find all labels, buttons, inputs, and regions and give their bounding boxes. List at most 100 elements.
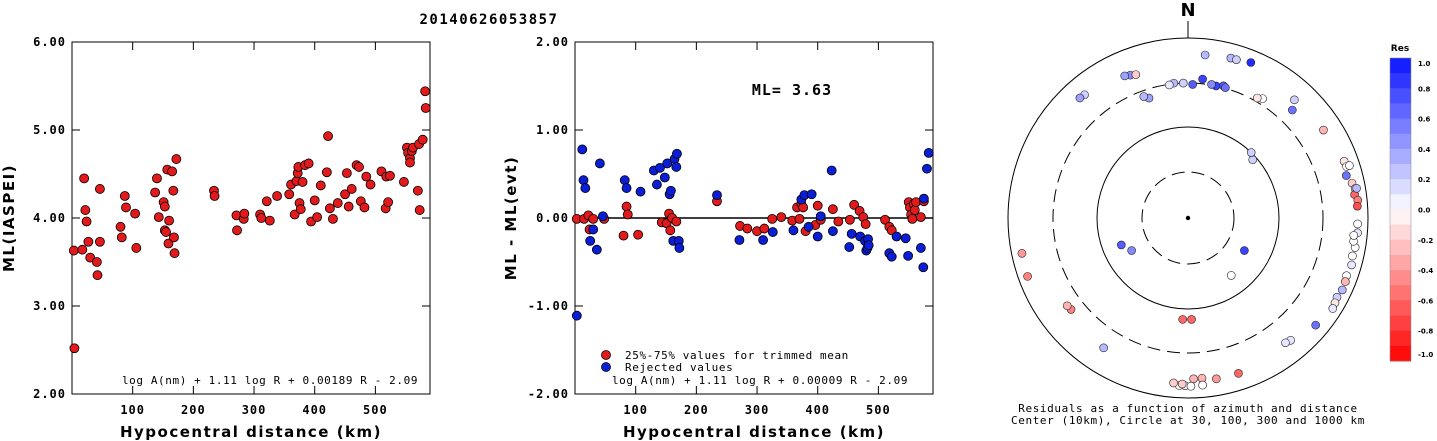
station-residual-point: [1252, 93, 1262, 103]
data-point: [798, 202, 809, 213]
rejected-point: [806, 189, 817, 200]
data-point: [671, 216, 682, 227]
data-point: [95, 236, 105, 247]
station-residual-point: [1246, 148, 1256, 157]
rejected-point: [580, 183, 591, 193]
colorbar-tick-label: 0.6: [1418, 116, 1431, 124]
data-point: [742, 223, 753, 234]
ring-1000km: [1007, 37, 1369, 399]
data-point: [849, 199, 860, 210]
station-residual-point: [1062, 301, 1072, 311]
data-point: [420, 103, 431, 113]
rejected-point: [594, 158, 605, 169]
y-tick-label: -1.00: [528, 299, 569, 313]
station-residual-point: [1311, 320, 1320, 330]
colorbar-cell: [1390, 73, 1411, 89]
station-residual-point: [1188, 80, 1197, 89]
rejected-point: [826, 165, 837, 176]
station-residual-point: [1341, 277, 1350, 286]
station-residual-point: [1281, 338, 1290, 348]
station-residual-point: [1120, 71, 1130, 81]
rejected-point: [758, 235, 769, 245]
colorbar-cell: [1390, 300, 1411, 317]
data-point: [163, 238, 174, 249]
data-point: [69, 343, 80, 354]
data-point: [633, 229, 644, 240]
rejected-point: [827, 226, 838, 237]
colorbar-cell: [1390, 194, 1411, 210]
colorbar: Res 1.0 0.8 0.6 0.4 0.2 0.0 -0.2 -0.4 -0.6 -0.8 -1…: [1389, 44, 1433, 362]
station-residual-point: [1345, 161, 1354, 170]
data-point: [168, 185, 179, 196]
data-point: [359, 202, 370, 213]
data-point: [340, 189, 350, 200]
data-point: [130, 208, 141, 219]
data-point: [343, 201, 354, 212]
rejected-point: [803, 221, 814, 232]
legend-label-trimmed: 25%-75% values for trimmed mean: [625, 349, 849, 362]
polar-residual-chart: N Residuals as a function of azimuth and…: [1007, 0, 1369, 427]
data-point: [79, 173, 90, 184]
y-tick-label: 1.00: [536, 123, 569, 137]
colorbar-cell: [1390, 58, 1411, 74]
station-residual-point: [1342, 171, 1351, 180]
data-point: [844, 214, 855, 225]
station-residual-point: [1352, 183, 1361, 193]
station-residual-point: [1023, 272, 1032, 281]
data-point: [312, 212, 323, 223]
rejected-point: [588, 224, 599, 235]
rejected-point: [598, 211, 608, 222]
north-label: N: [1180, 0, 1195, 21]
station-residual-point: [1353, 219, 1362, 229]
colorbar-cell: [1390, 148, 1411, 165]
station-residual-point: [1212, 374, 1221, 384]
colorbar-tick-label: 0.2: [1418, 176, 1431, 184]
station-residual-point: [1232, 55, 1241, 64]
y-tick-label: 5.00: [33, 123, 66, 137]
station-residual-point: [1177, 379, 1187, 389]
data-point: [169, 248, 180, 259]
x-tick-label: 200: [684, 403, 709, 417]
ring-100km: [1096, 126, 1280, 310]
rejected-point: [635, 186, 646, 197]
station-residual-point: [1347, 260, 1356, 270]
y-tick-label: -2.00: [528, 387, 569, 401]
rejected-point: [619, 175, 630, 186]
station-residual-point: [1221, 83, 1230, 92]
data-point: [321, 167, 332, 178]
station-residual-point: [1240, 246, 1249, 255]
data-point: [622, 209, 633, 220]
rejected-point: [734, 235, 745, 245]
colorbar-cell: [1390, 224, 1411, 241]
rejected-point: [863, 240, 874, 251]
colorbar-tick-label: 0.0: [1418, 207, 1431, 215]
colorbar-frame: [1389, 57, 1412, 362]
colorbar-cell: [1390, 179, 1411, 195]
legend-marker-rejected: [601, 362, 611, 372]
data-point: [759, 223, 770, 234]
x-tick-label: 300: [242, 403, 267, 417]
colorbar-tick-label: -0.6: [1418, 297, 1433, 305]
data-point: [405, 157, 415, 168]
station-residual-point: [1189, 374, 1198, 384]
data-point: [323, 131, 333, 142]
data-point: [159, 201, 170, 212]
station-residual-point: [1178, 315, 1187, 324]
station-residual-point: [1017, 248, 1027, 258]
data-point: [767, 213, 778, 224]
station-residual-point: [1246, 58, 1256, 67]
data-point: [83, 236, 94, 247]
rejected-point: [915, 243, 926, 253]
data-point: [232, 225, 242, 236]
data-point: [169, 232, 179, 243]
rejected-point: [621, 183, 632, 193]
x-tick-label: 100: [623, 403, 648, 417]
data-point: [167, 166, 178, 177]
rejected-point: [844, 242, 855, 252]
data-point: [417, 134, 428, 145]
polar-caption-line2: Center (10km), Circle at 30, 100, 300 an…: [1011, 414, 1365, 427]
data-point: [77, 244, 88, 255]
station-residual-point: [1353, 201, 1362, 211]
data-point: [385, 170, 395, 181]
